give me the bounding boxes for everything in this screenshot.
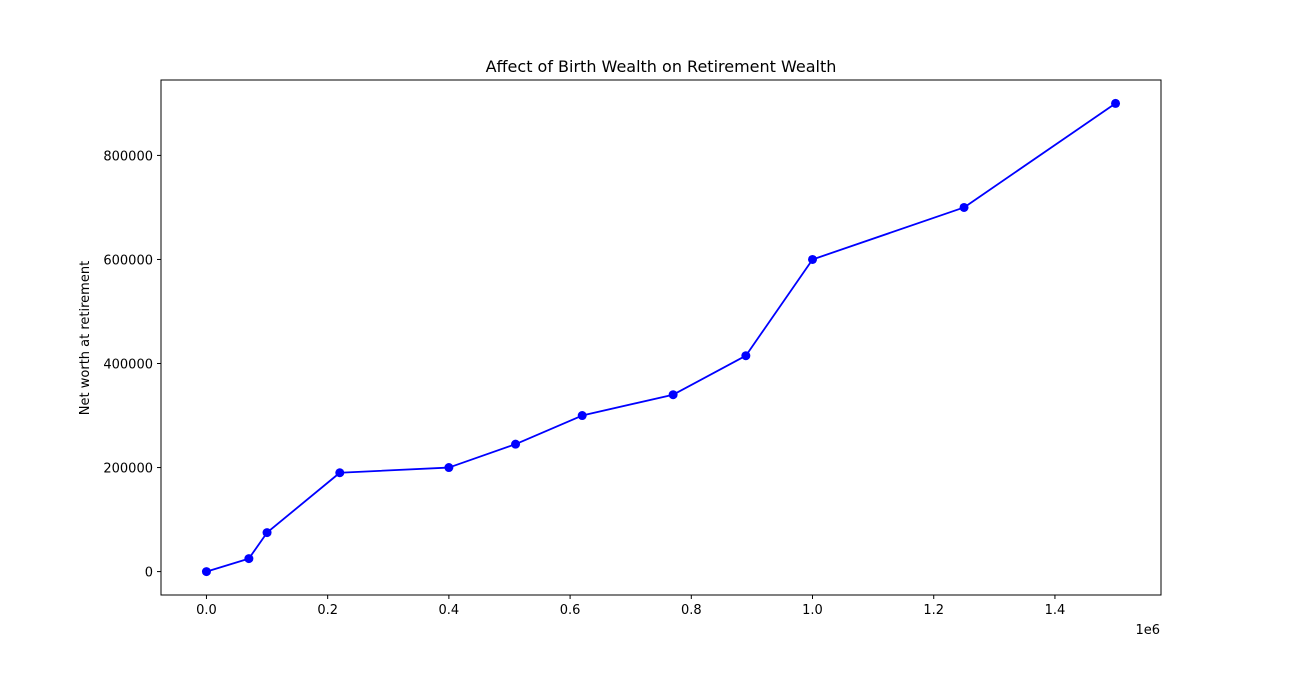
data-point [201, 567, 211, 577]
x-tick-label: 1.0 [802, 603, 823, 618]
x-tick-label: 1.4 [1045, 603, 1066, 618]
x-tick-label: 0.8 [681, 603, 702, 618]
data-point [577, 411, 587, 421]
y-tick-label: 400000 [103, 358, 153, 373]
series-line-0 [206, 102, 1117, 573]
x-axis-ticks: 0.0 0.2 0.4 0.6 0.8 1.0 1.2 1.4 [196, 595, 1065, 618]
data-point [741, 351, 751, 361]
data-point [511, 439, 521, 449]
x-tick-label: 0.4 [439, 603, 460, 618]
data-point [1111, 98, 1121, 108]
data-point [262, 528, 272, 538]
x-tick-label: 1.2 [923, 603, 944, 618]
x-tick-label: 0.0 [196, 603, 217, 618]
data-point [444, 463, 454, 473]
y-tick-label: 600000 [103, 253, 153, 268]
x-axis-offset-label: 1e6 [1135, 623, 1160, 638]
y-tick-label: 0 [145, 566, 153, 581]
series-layer [201, 98, 1121, 577]
data-point [959, 202, 969, 212]
plot-area-frame [160, 79, 1162, 596]
y-axis-label: Net worth at retirement [78, 261, 93, 415]
data-point [808, 254, 818, 264]
y-axis-ticks: 0 200000 400000 600000 800000 [103, 149, 161, 581]
x-tick-label: 0.6 [560, 603, 581, 618]
data-point [244, 554, 254, 564]
chart-title: Affect of Birth Wealth on Retirement Wea… [486, 57, 837, 76]
data-point [668, 390, 678, 400]
y-tick-label: 800000 [103, 149, 153, 164]
data-point [335, 468, 345, 478]
x-tick-label: 0.2 [317, 603, 338, 618]
y-tick-label: 200000 [103, 462, 153, 477]
